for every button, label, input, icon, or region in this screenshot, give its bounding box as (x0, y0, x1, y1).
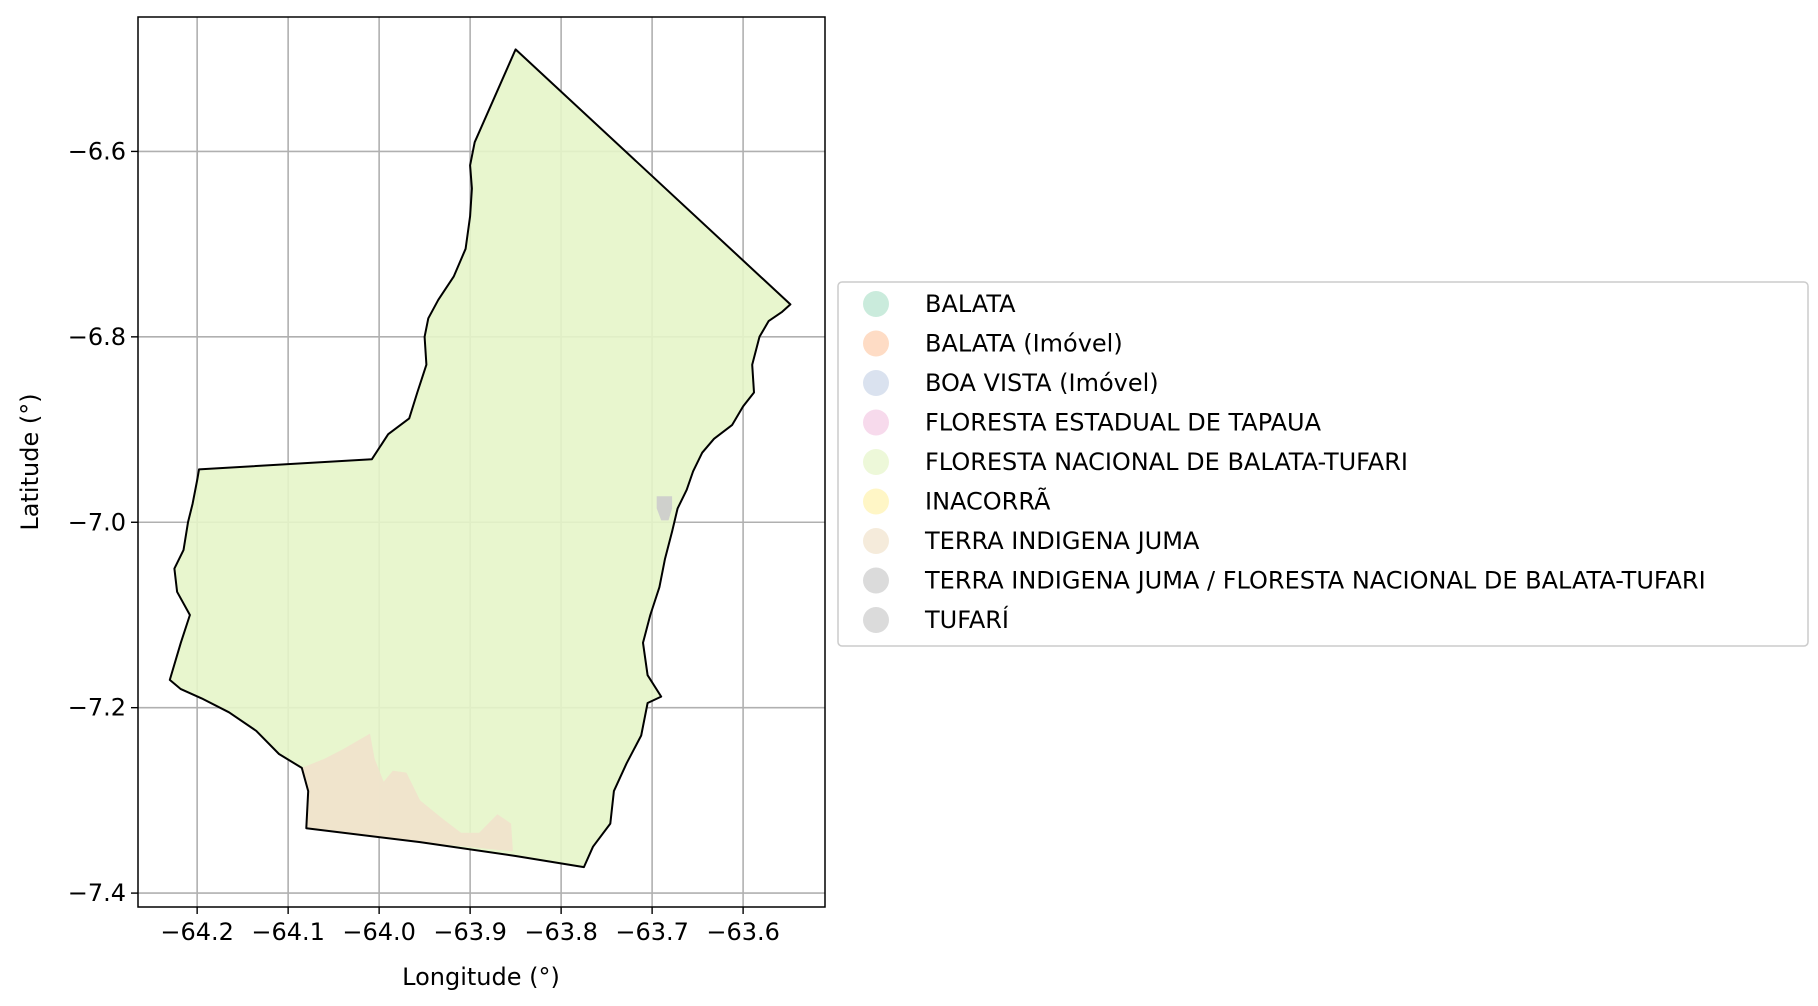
legend-label: BALATA (Imóvel) (925, 330, 1123, 358)
region-2 (656, 496, 673, 521)
x-axis-ticks: −64.2 −64.1 −64.0 −63.9 −63.8 −63.7 −63.6 (160, 907, 780, 946)
legend-label: TERRA INDIGENA JUMA (924, 527, 1200, 555)
legend-label: TERRA INDIGENA JUMA / FLORESTA NACIONAL … (924, 567, 1706, 595)
y-tick-label: −7.0 (68, 508, 126, 536)
legend-marker (863, 567, 889, 594)
x-tick-label: −63.9 (433, 918, 507, 946)
y-tick-label: −6.6 (68, 137, 126, 165)
legend-marker (863, 488, 889, 515)
legend: BALATA BALATA (Imóvel) BOA VISTA (Imóvel) F… (837, 281, 1809, 647)
legend-label: BOA VISTA (Imóvel) (925, 369, 1159, 397)
plot-frame (137, 16, 826, 908)
x-tick-label: −64.0 (342, 918, 416, 946)
legend-marker (863, 409, 889, 436)
legend-box (837, 281, 1809, 647)
x-tick-label: −63.8 (524, 918, 598, 946)
x-tick-label: −64.1 (251, 918, 325, 946)
boundary-outline (168, 48, 792, 869)
legend-label: TUFARÍ (924, 605, 1009, 634)
y-axis-ticks: −6.6 −6.8 −7.0 −7.2 −7.4 (68, 137, 138, 907)
y-axis-label: Latitude (°) (16, 393, 44, 530)
y-tick-label: −7.4 (68, 879, 126, 907)
y-tick-label: −7.2 (68, 694, 126, 722)
x-tick-label: −64.2 (160, 918, 234, 946)
legend-marker (863, 528, 889, 554)
x-tick-label: −63.6 (706, 918, 780, 946)
x-axis-label: Longitude (°) (402, 963, 560, 991)
legend-marker (863, 370, 889, 396)
legend-marker (863, 291, 889, 317)
legend-marker (863, 449, 889, 475)
y-tick-label: −6.8 (68, 323, 126, 351)
legend-label: INACORRÃ (925, 486, 1051, 516)
legend-marker (863, 330, 889, 357)
x-tick-label: −63.7 (615, 918, 689, 946)
legend-label: FLORESTA ESTADUAL DE TAPAUA (925, 409, 1322, 437)
region-0 (169, 49, 791, 868)
legend-label: BALATA (925, 290, 1016, 318)
legend-label: FLORESTA NACIONAL DE BALATA-TUFARI (925, 448, 1408, 476)
legend-marker (863, 607, 889, 633)
region-1 (301, 733, 513, 852)
map-regions (168, 48, 792, 869)
